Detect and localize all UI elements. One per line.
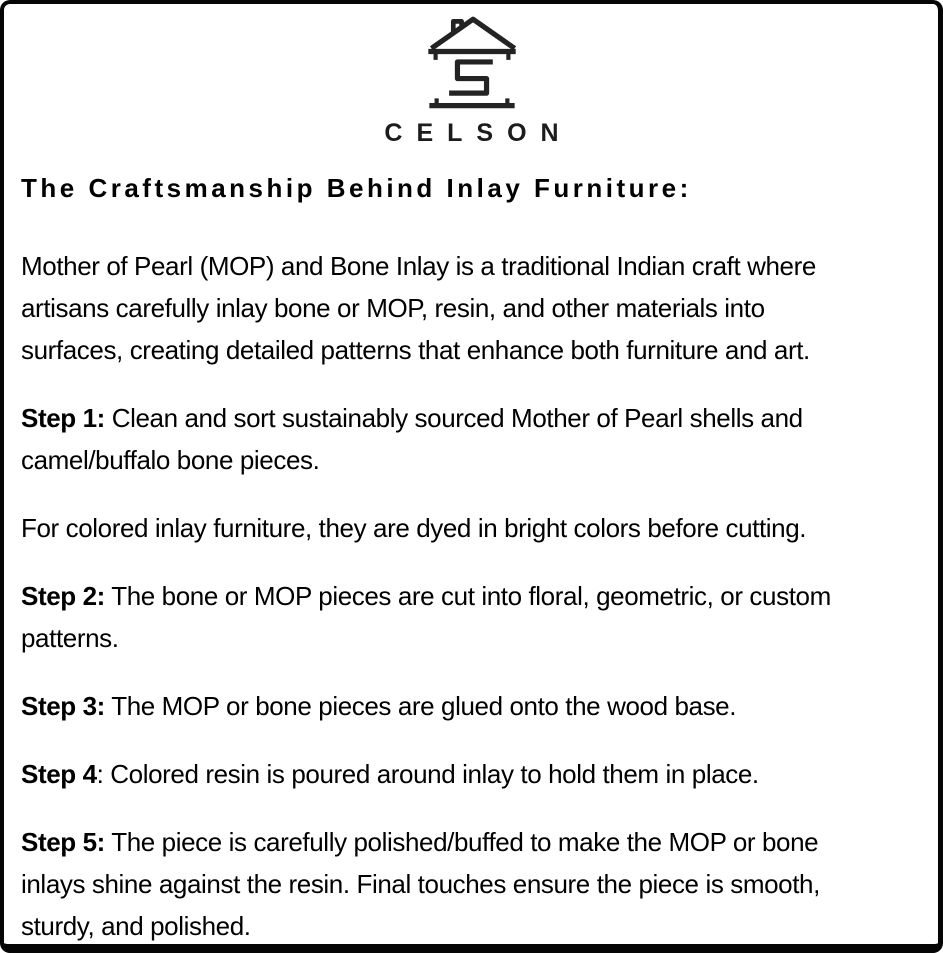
page-title: The Craftsmanship Behind Inlay Furniture… bbox=[21, 173, 692, 203]
brand-name: CELSON bbox=[384, 119, 573, 147]
step-2-text: The bone or MOP pieces are cut into flor… bbox=[21, 581, 831, 653]
colored-inlay-note: For colored inlay furniture, they are dy… bbox=[21, 507, 922, 549]
logo-roof bbox=[429, 16, 516, 51]
step-3-label: Step 3: bbox=[21, 691, 105, 721]
paragraph-text: Mother of Pearl (MOP) and Bone Inlay is … bbox=[21, 251, 816, 365]
step-5-text: The piece is carefully polished/buffed t… bbox=[21, 827, 820, 941]
step-2-paragraph: Step 2: The bone or MOP pieces are cut i… bbox=[21, 575, 922, 659]
logo-chimney bbox=[450, 19, 464, 34]
intro-paragraph: Mother of Pearl (MOP) and Bone Inlay is … bbox=[21, 245, 922, 371]
paragraph-text: For colored inlay furniture, they are dy… bbox=[21, 513, 807, 543]
step-3-text: The MOP or bone pieces are glued onto th… bbox=[104, 691, 737, 721]
brand-header: CELSON bbox=[21, 12, 922, 148]
step-4-label: Step 4 bbox=[21, 759, 97, 789]
step-1-paragraph: Step 1: Clean and sort sustainably sourc… bbox=[21, 397, 922, 481]
step-5-paragraph: Step 5: The piece is carefully polished/… bbox=[21, 821, 922, 944]
step-1-text: Clean and sort sustainably sourced Mothe… bbox=[21, 403, 803, 475]
logo-s-glyph bbox=[448, 59, 493, 96]
step-5-label: Step 5: bbox=[21, 827, 105, 857]
step-1-label: Step 1: bbox=[21, 403, 105, 433]
logo-eave-ticks bbox=[433, 53, 510, 60]
step-4-paragraph: Step 4: Colored resin is poured around i… bbox=[21, 753, 922, 795]
step-4-text: : Colored resin is poured around inlay t… bbox=[96, 759, 760, 789]
step-3-paragraph: Step 3: The MOP or bone pieces are glued… bbox=[21, 685, 922, 727]
house-with-inlay-s-icon bbox=[427, 16, 516, 109]
step-2-label: Step 2: bbox=[21, 581, 105, 611]
